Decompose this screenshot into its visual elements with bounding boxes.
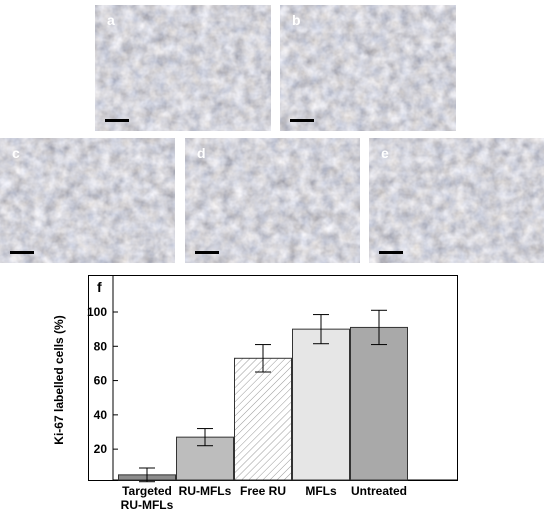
- x-tick-label: Untreated: [350, 484, 407, 498]
- micrograph: [280, 5, 456, 131]
- micrographs: a b c d e: [0, 5, 544, 263]
- y-tick-label: 60: [94, 374, 108, 388]
- bar: [234, 357, 292, 481]
- micrograph: [369, 138, 544, 263]
- scale-bar: [379, 251, 403, 254]
- panel-label: a: [107, 12, 115, 28]
- y-tick-label: 40: [94, 408, 108, 422]
- scale-bar: [105, 119, 129, 122]
- plot: 20 40 60 80 100: [87, 276, 457, 483]
- micrograph: [185, 138, 360, 263]
- scale-bar: [10, 251, 34, 254]
- panel-label: f: [97, 279, 102, 295]
- y-tick-label: 80: [94, 339, 108, 353]
- x-tick-label: Targeted RU-MFLs: [120, 484, 174, 512]
- y-axis-label: Ki-67 labelled cells (%): [52, 315, 66, 444]
- panel-label: d: [197, 145, 206, 161]
- x-tick-label: RU-MFLs: [178, 484, 232, 498]
- scale-bar: [290, 119, 314, 122]
- micrograph: [0, 138, 175, 263]
- y-tick-label: 100: [87, 305, 107, 319]
- micrograph: [95, 5, 271, 131]
- bar: [292, 328, 350, 481]
- y-tick-label: 20: [94, 442, 108, 456]
- scale-bar: [195, 251, 219, 254]
- x-tick-label: Free RU: [239, 484, 286, 498]
- x-tick-label: MFLs: [305, 484, 337, 498]
- panel-label: b: [292, 12, 301, 28]
- panel-label: c: [12, 145, 20, 161]
- bar: [350, 326, 408, 481]
- bar: [176, 436, 234, 481]
- panel-label: e: [381, 145, 389, 161]
